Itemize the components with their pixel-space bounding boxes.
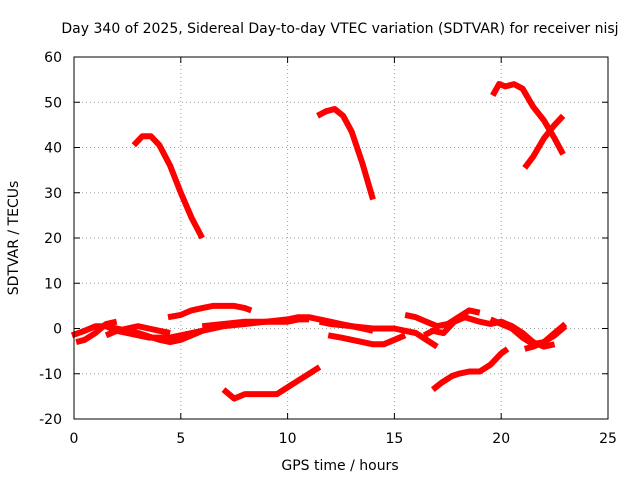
y-tick-label: 20 (44, 231, 62, 247)
y-tick-label: -10 (39, 367, 62, 383)
series-line-arc-9 (167, 302, 253, 321)
y-tick-label: 60 (44, 50, 62, 66)
y-tick-label: 50 (44, 95, 62, 111)
series-line-arc-6 (75, 318, 118, 345)
series-layer (70, 81, 568, 402)
series-line-arc-16 (430, 346, 510, 392)
x-tick-label: 15 (385, 431, 403, 447)
chart-title: Day 340 of 2025, Sidereal Day-to-day VTE… (61, 21, 618, 37)
series-line-arc-2 (316, 106, 376, 201)
series-line-arc-11 (221, 364, 322, 402)
y-axis-label: SDTVAR / TECUs (6, 181, 22, 296)
y-tick-label: 0 (53, 322, 62, 338)
x-tick-label: 5 (176, 431, 185, 447)
y-tick-label: 30 (44, 186, 62, 202)
y-tick-label: -20 (39, 412, 62, 428)
axis-ticks (73, 56, 609, 420)
series-line-arc-18 (523, 321, 568, 352)
x-axis-label: GPS time / hours (281, 458, 398, 474)
y-tick-label: 40 (44, 141, 62, 157)
tick-labels: 0 5 10 15 20 25 -20 -10 0 10 20 30 40 50 60 (39, 50, 617, 447)
series-line-arc-12 (327, 332, 407, 348)
y-tick-label: 10 (44, 276, 62, 292)
x-tick-label: 25 (599, 431, 617, 447)
x-tick-label: 0 (70, 431, 79, 447)
series-line-arc-1 (131, 133, 205, 240)
series-line-arc-4 (522, 113, 566, 170)
series-line-arc-13 (318, 318, 439, 350)
series-line-arc-8 (104, 323, 171, 339)
x-tick-label: 10 (279, 431, 297, 447)
x-tick-label: 20 (492, 431, 510, 447)
series-line-arc-14 (404, 307, 481, 330)
series-line-arc-3 (490, 81, 566, 156)
